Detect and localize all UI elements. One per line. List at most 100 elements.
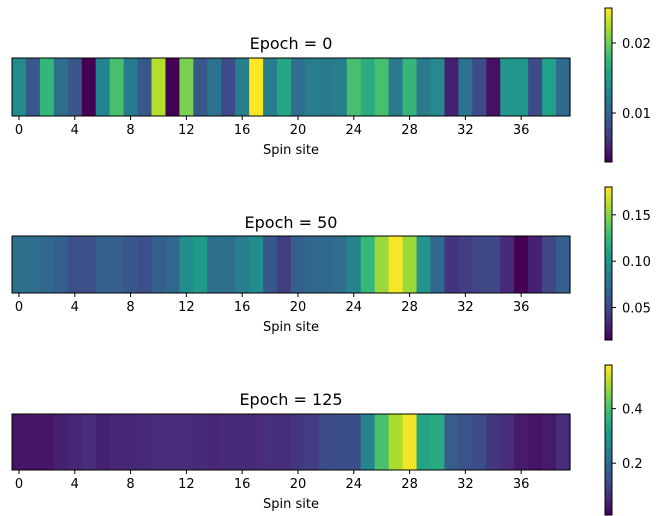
colorbar-strip — [605, 390, 612, 393]
colorbar-strip — [605, 482, 612, 486]
colorbar-strip — [605, 49, 612, 53]
heatmap-cell — [151, 414, 167, 470]
colorbar-strip — [605, 400, 612, 403]
colorbar-strip — [605, 301, 612, 305]
heatmap-cell — [137, 236, 153, 293]
heatmap-cell — [304, 236, 320, 293]
colorbar-strip — [605, 487, 612, 491]
colorbar-strip — [605, 377, 612, 381]
colorbar-strip — [605, 79, 612, 83]
heatmap-cell — [193, 414, 208, 470]
heatmap-cell — [221, 414, 236, 470]
heatmap-cell — [235, 58, 250, 116]
colorbar-strip — [605, 477, 612, 481]
colorbar-strip — [605, 450, 612, 453]
colorbar-tick-label: 0.05 — [622, 302, 651, 317]
heatmap-cell — [542, 414, 557, 470]
colorbar-strip — [605, 232, 612, 236]
colorbar-strip — [605, 392, 612, 396]
x-tick-label: 4 — [71, 123, 79, 138]
heatmap-cell — [528, 414, 543, 470]
x-tick-label: 28 — [401, 300, 418, 315]
heatmap-cell — [193, 58, 208, 116]
colorbar-strip — [605, 138, 612, 142]
panel-title: Epoch = 50 — [245, 213, 338, 232]
colorbar-strip — [605, 472, 612, 476]
heatmap-cell — [95, 58, 111, 116]
colorbar-strip — [605, 480, 612, 483]
colorbar-strip — [605, 72, 612, 76]
heatmap-cell — [12, 414, 27, 470]
colorbar-strip — [605, 248, 612, 252]
colorbar-strip — [605, 13, 612, 17]
colorbar-strip — [605, 387, 612, 391]
heatmap-cell — [318, 236, 334, 293]
colorbar-strip — [605, 319, 612, 323]
colorbar-strip — [605, 250, 612, 254]
colorbar-tick-label: 0.02 — [622, 37, 651, 52]
heatmap-cell — [151, 58, 167, 116]
colorbar-strip — [605, 118, 612, 122]
colorbar-strip — [605, 31, 612, 35]
x-tick-label: 36 — [513, 300, 530, 315]
heatmap-cell — [472, 414, 487, 470]
x-axis-label: Spin site — [263, 320, 319, 335]
x-tick-label: 24 — [346, 477, 363, 492]
colorbar-strip — [605, 56, 612, 60]
x-tick-label: 20 — [290, 300, 307, 315]
colorbar-strip — [605, 291, 612, 295]
colorbar-strip — [605, 8, 612, 12]
heatmap-cell — [402, 236, 418, 293]
colorbar-strip — [605, 435, 612, 438]
heatmap-cell — [388, 236, 404, 293]
heatmap-cell — [360, 236, 376, 293]
colorbar-strip — [605, 192, 612, 196]
heatmap-cell — [137, 58, 153, 116]
colorbar-strip — [605, 222, 612, 226]
colorbar-strip — [605, 87, 612, 91]
colorbar-strip — [605, 61, 612, 65]
heatmap-cell — [332, 414, 348, 470]
colorbar-strip — [605, 405, 612, 408]
heatmap-cell — [81, 236, 97, 293]
colorbar-strip — [605, 220, 612, 224]
colorbar-strip — [605, 74, 612, 78]
colorbar-strip — [605, 238, 612, 242]
colorbar-strip — [605, 33, 612, 37]
colorbar-strip — [605, 235, 612, 239]
heatmap-cell — [430, 58, 446, 116]
colorbar-strip — [605, 243, 612, 247]
colorbar-strip — [605, 197, 612, 201]
heatmap-cell — [346, 414, 362, 470]
colorbar-strip — [605, 495, 612, 498]
colorbar-strip — [605, 43, 612, 47]
colorbar-strip — [605, 209, 612, 213]
heatmap-cell — [458, 236, 473, 293]
colorbar-strip — [605, 395, 612, 398]
heatmap-frame — [11, 235, 571, 294]
heatmap-frame — [11, 413, 571, 471]
colorbar-strip — [605, 507, 612, 511]
heatmap-cell — [500, 414, 515, 470]
heatmap-cell — [165, 58, 180, 116]
heatmap-cell — [374, 236, 390, 293]
colorbar-strip — [605, 306, 612, 310]
colorbar-tick-label: 0.15 — [622, 209, 651, 224]
colorbar-strip — [605, 141, 612, 145]
heatmap-cell — [416, 58, 432, 116]
colorbar-strip — [605, 332, 612, 336]
x-tick-label: 20 — [290, 477, 307, 492]
colorbar-strip — [605, 278, 612, 282]
heatmap-cell — [514, 414, 529, 470]
heatmap-cell — [542, 58, 557, 116]
colorbar-strip — [605, 115, 612, 119]
heatmap-cell — [444, 58, 459, 116]
heatmap-cell — [39, 414, 55, 470]
heatmap-cell — [123, 236, 139, 293]
colorbar-strip — [605, 225, 612, 229]
heatmap-cell — [25, 236, 41, 293]
colorbar-strip — [605, 105, 612, 109]
heatmap-cell — [137, 414, 153, 470]
heatmap-cell — [263, 58, 278, 116]
colorbar-strip — [605, 432, 612, 436]
